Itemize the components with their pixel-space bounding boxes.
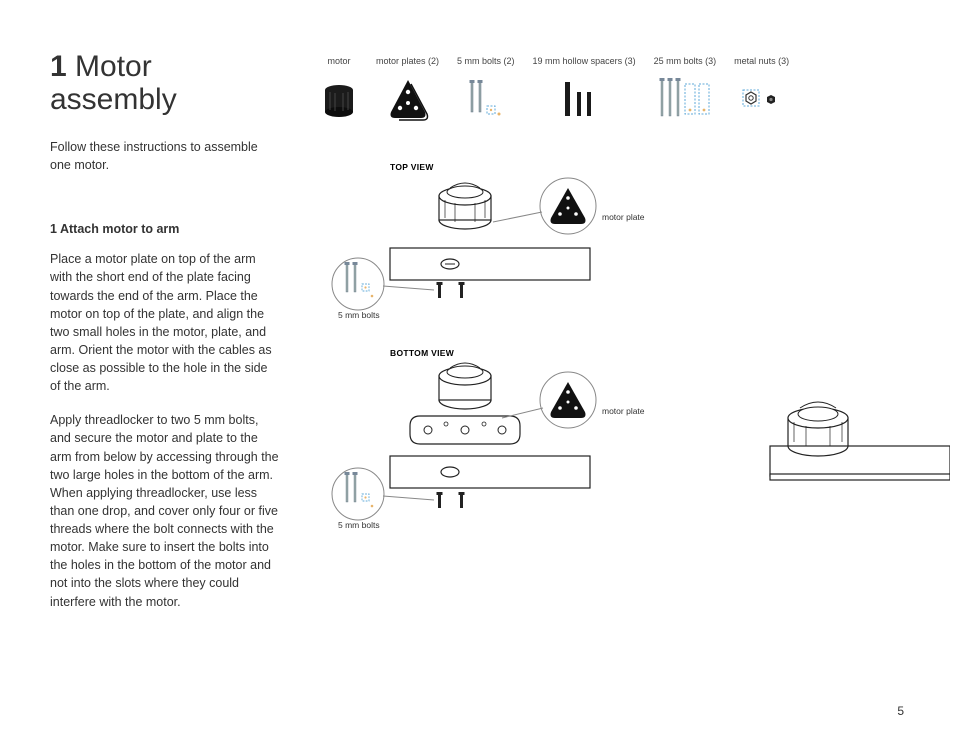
step-1-title: 1 Attach motor to arm xyxy=(50,222,280,236)
section-title: Motor assembly xyxy=(50,50,177,116)
section-number: 1 xyxy=(50,50,67,83)
motor-icon xyxy=(320,76,358,126)
part-hollow-spacers: 19 mm hollow spacers (3) xyxy=(533,56,636,126)
part-25mm-bolts: 25 mm bolts (3) xyxy=(654,56,717,126)
spacers-icon xyxy=(559,76,609,126)
bolts-5mm-icon xyxy=(463,76,509,126)
callout-5mm-bolts-top: 5 mm bolts xyxy=(338,310,380,320)
part-5mm-bolts: 5 mm bolts (2) xyxy=(457,56,515,126)
motor-plate-icon xyxy=(387,76,429,126)
nuts-icon xyxy=(739,76,785,126)
parts-list: motor motor plates (2) xyxy=(320,50,904,126)
intro-text: Follow these instructions to assemble on… xyxy=(50,138,280,174)
callout-motor-plate-bottom: motor plate xyxy=(602,406,645,416)
top-view-label: TOP VIEW xyxy=(390,162,434,172)
part-metal-nuts: metal nuts (3) xyxy=(734,56,789,126)
page-title: 1 Motor assembly xyxy=(50,50,280,116)
step-1-paragraph-2: Apply threadlocker to two 5 mm bolts, an… xyxy=(50,411,280,610)
bolts-25mm-icon xyxy=(657,76,713,126)
part-motor: motor xyxy=(320,56,358,126)
callout-motor-plate-top: motor plate xyxy=(602,212,645,222)
step-1-paragraph-1: Place a motor plate on top of the arm wi… xyxy=(50,250,280,395)
page-number: 5 xyxy=(897,704,904,718)
callout-5mm-bolts-bottom: 5 mm bolts xyxy=(338,520,380,530)
bottom-view-label: BOTTOM VIEW xyxy=(390,348,455,358)
assembly-diagram: TOP VIEW xyxy=(320,156,904,556)
part-motor-plates: motor plates (2) xyxy=(376,56,439,126)
